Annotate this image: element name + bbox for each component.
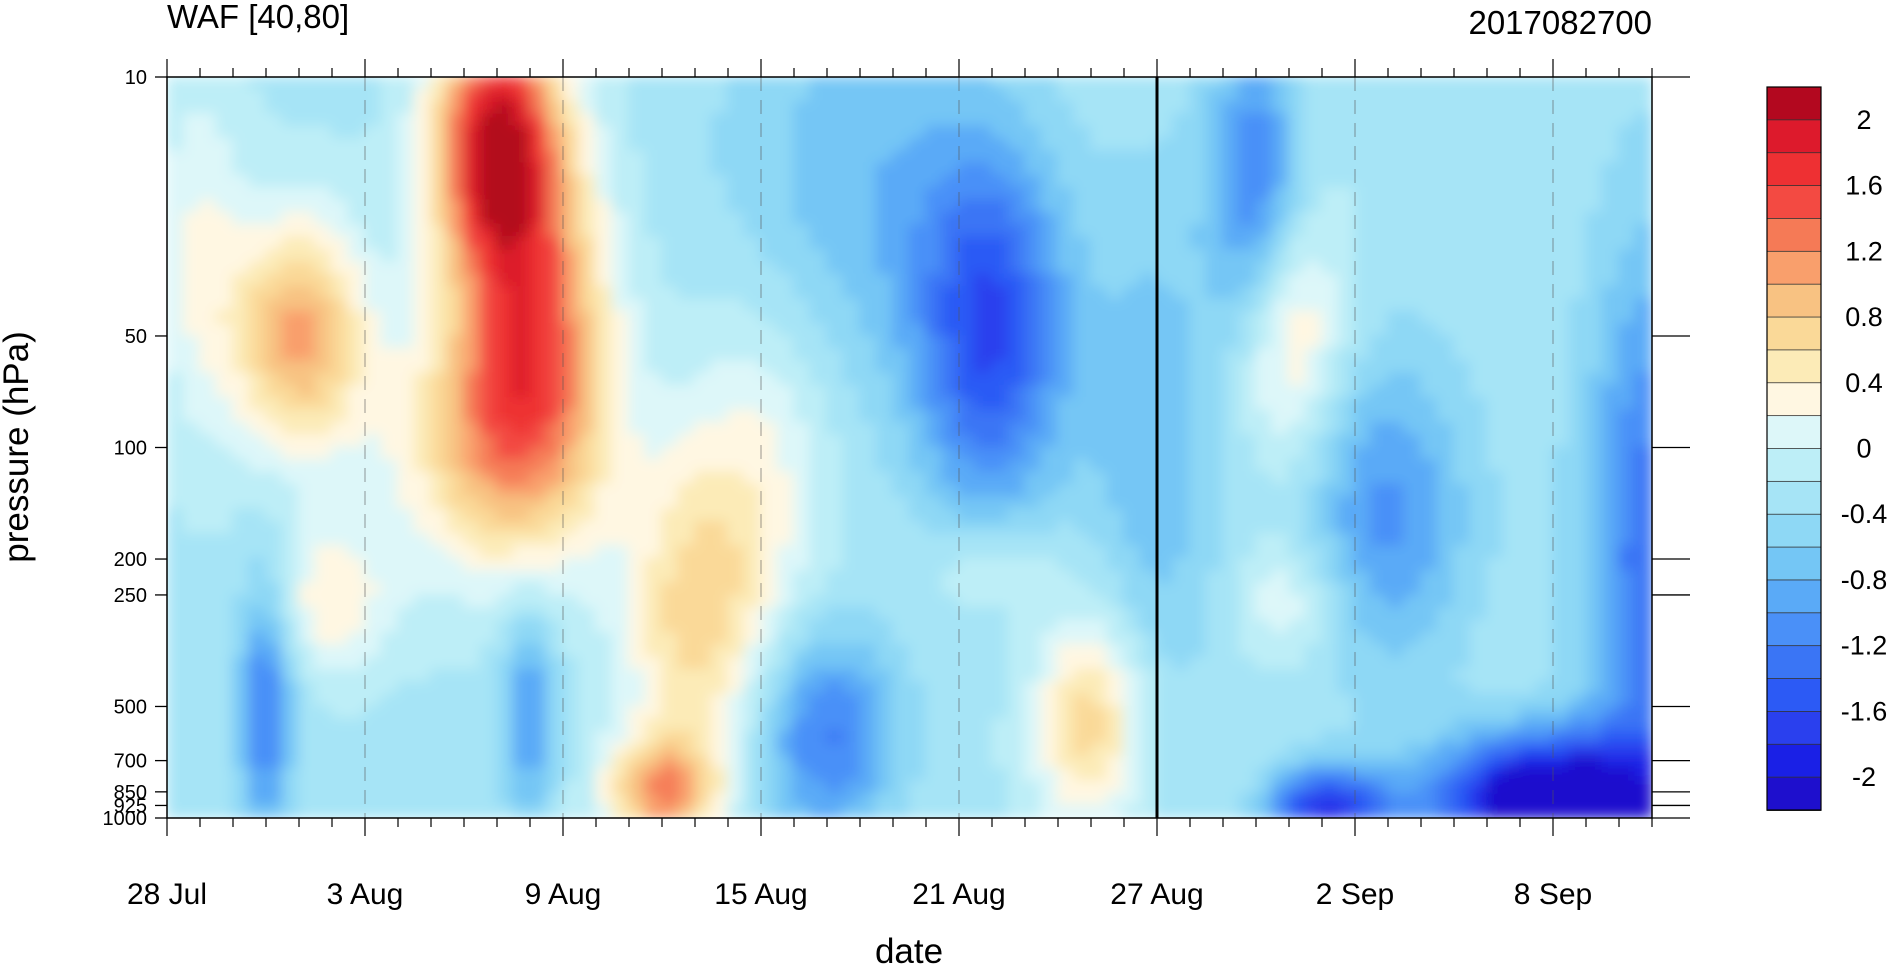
colorbar-label: -1.6 bbox=[1841, 696, 1888, 726]
colorbar-box bbox=[1766, 448, 1822, 483]
colorbar-box bbox=[1766, 711, 1822, 746]
colorbar-label: 0.8 bbox=[1845, 302, 1883, 332]
colorbar-label: -1.2 bbox=[1841, 631, 1888, 661]
colorbar-box bbox=[1766, 513, 1822, 549]
colorbar-label: 0.4 bbox=[1845, 368, 1883, 398]
x-tick-label: 9 Aug bbox=[525, 878, 602, 911]
colorbar-label: 1.6 bbox=[1845, 171, 1883, 201]
colorbar-label: -0.4 bbox=[1841, 499, 1888, 529]
x-tick-label: 2 Sep bbox=[1316, 878, 1394, 911]
y-tick-label: 700 bbox=[114, 751, 147, 773]
x-axis: 28 Jul 3 Aug 9 Aug 15 Aug 21 Aug 27 Aug 2 Sep 8… bbox=[127, 59, 1653, 911]
x-axis-label: date bbox=[875, 932, 943, 969]
colorbar-box bbox=[1766, 185, 1822, 220]
plot-area bbox=[166, 76, 1653, 819]
x-tick-label: 3 Aug bbox=[327, 878, 404, 911]
colorbar-label: -0.8 bbox=[1841, 565, 1888, 595]
colorbar-label: 2 bbox=[1856, 105, 1871, 135]
colorbar-box bbox=[1766, 86, 1822, 121]
colorbar-label: 0 bbox=[1856, 434, 1871, 464]
chart-date-label: 2017082700 bbox=[1468, 4, 1652, 41]
y-axis-label: pressure (hPa) bbox=[0, 331, 36, 562]
colorbar-box bbox=[1766, 349, 1822, 384]
colorbar-box bbox=[1766, 218, 1822, 253]
y-tick-label: 200 bbox=[114, 549, 147, 571]
y-tick-label: 100 bbox=[114, 438, 147, 460]
colorbar-box bbox=[1766, 612, 1822, 647]
colorbar-box bbox=[1766, 415, 1822, 450]
colorbar-box bbox=[1766, 678, 1822, 713]
y-tick-label: 50 bbox=[125, 326, 147, 348]
x-tick-label: 21 Aug bbox=[912, 878, 1005, 911]
colorbar-box bbox=[1766, 382, 1822, 417]
y-tick-label: 850 bbox=[114, 782, 147, 804]
colorbar-box bbox=[1766, 283, 1822, 319]
chart-title: WAF [40,80] bbox=[167, 0, 349, 35]
y-tick-label: 925 bbox=[114, 795, 147, 817]
y-tick-label: 250 bbox=[114, 585, 147, 607]
x-tick-label: 27 Aug bbox=[1110, 878, 1203, 911]
colorbar-box bbox=[1766, 645, 1822, 680]
colorbar-box bbox=[1766, 480, 1822, 516]
colorbar-box bbox=[1766, 250, 1822, 286]
colorbar-label: 1.2 bbox=[1845, 236, 1883, 266]
colorbar-box bbox=[1766, 316, 1822, 351]
colorbar-box bbox=[1766, 119, 1822, 154]
y-tick-label: 1000 bbox=[103, 808, 148, 830]
x-tick-label: 15 Aug bbox=[714, 878, 807, 911]
colorbar-box bbox=[1766, 579, 1822, 614]
colorbar-box bbox=[1766, 152, 1822, 187]
colorbar: 2 1.6 1.2 0.8 0.4 0 -0.4 -0.8 -1.2 -1.6 -2 bbox=[1766, 86, 1888, 812]
y-tick-label: 10 bbox=[125, 67, 147, 89]
x-tick-label: 28 Jul bbox=[127, 878, 207, 911]
colorbar-label: -2 bbox=[1852, 762, 1876, 792]
x-tick-label: 8 Sep bbox=[1514, 878, 1592, 911]
y-tick-label: 500 bbox=[114, 696, 147, 718]
colorbar-box bbox=[1766, 546, 1822, 581]
colorbar-box bbox=[1766, 743, 1822, 779]
contour-field bbox=[167, 77, 1652, 818]
colorbar-box bbox=[1766, 776, 1822, 812]
